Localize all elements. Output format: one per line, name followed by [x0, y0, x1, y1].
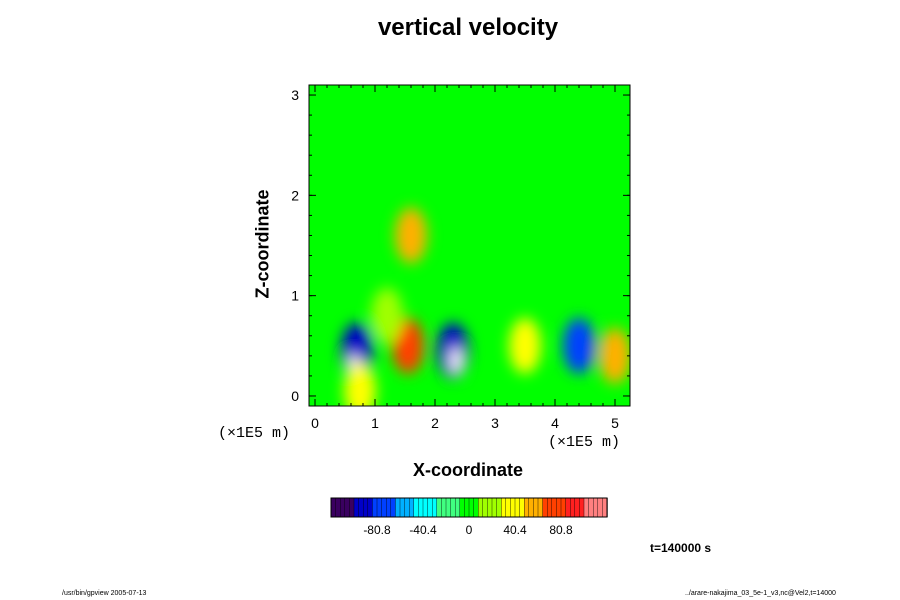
heatmap-field	[309, 85, 630, 406]
colorbar-frame	[330, 497, 608, 518]
y-axis-units: (×1E5 m)	[218, 425, 291, 442]
colorbar-swatch	[409, 497, 415, 518]
field-feature	[344, 362, 376, 406]
colorbar-tick-label: 80.8	[549, 523, 573, 537]
colorbar-swatch	[353, 497, 360, 518]
field-feature	[509, 317, 541, 374]
colorbar-swatch	[574, 497, 581, 518]
colorbar-swatch	[565, 497, 571, 518]
footer-left-text: /usr/bin/gpview 2005-07-13	[62, 590, 147, 597]
colorbar-swatch	[570, 497, 576, 518]
colorbar-swatch	[510, 497, 516, 518]
field-features	[341, 207, 630, 406]
colorbar-swatch	[445, 497, 452, 518]
colorbar-swatch	[427, 497, 433, 518]
colorbar-swatch	[422, 497, 429, 518]
x-axis-units: (×1E5 m)	[548, 434, 621, 451]
colorbar-swatch	[556, 497, 562, 518]
colorbar-tick-label: 0	[466, 523, 473, 537]
colorbar-swatch	[482, 497, 489, 518]
colorbar-swatch	[579, 497, 585, 518]
colorbar-swatch	[597, 497, 604, 518]
colorbar-swatch	[537, 497, 544, 518]
y-tick-label: 2	[291, 187, 299, 203]
y-tick-label: 0	[291, 388, 299, 404]
field-feature	[395, 207, 427, 264]
x-axis-label: X-coordinate	[412, 460, 524, 480]
axes: 0 1 2 3 4 5 0 1 2 3	[291, 85, 630, 431]
colorbar-swatch	[390, 497, 397, 518]
colorbar-swatch	[533, 497, 539, 518]
colorbar-swatch	[478, 497, 484, 518]
colorbar-swatch	[367, 497, 374, 518]
colorbar-swatch	[450, 497, 456, 518]
colorbar-swatch	[413, 497, 420, 518]
colorbar-swatch	[395, 497, 401, 518]
colorbar-swatch	[514, 497, 521, 518]
x-tick-label: 1	[371, 415, 379, 431]
field-feature	[371, 287, 403, 344]
x-tick-label: 3	[491, 415, 499, 431]
colorbar-swatch	[381, 497, 387, 518]
colorbar-tick-label: -40.4	[409, 523, 437, 537]
colorbar-swatch	[464, 497, 470, 518]
colorbar-swatch	[459, 497, 466, 518]
colorbar-swatch	[519, 497, 525, 518]
colorbar-swatch	[441, 497, 447, 518]
time-label: t=140000 s	[650, 541, 712, 555]
colorbar-swatch	[358, 497, 364, 518]
field-feature	[599, 327, 630, 384]
colorbar-tick-label: -80.8	[363, 523, 391, 537]
colorbar-swatch	[340, 497, 346, 518]
colorbar: -80.8 -40.4 0 40.4 80.8	[330, 497, 608, 537]
x-tick-label: 5	[611, 415, 619, 431]
colorbar-swatch	[399, 497, 406, 518]
colorbar-swatch	[551, 497, 558, 518]
colorbar-swatch	[363, 497, 369, 518]
colorbar-swatch	[583, 497, 590, 518]
y-tick-label: 1	[291, 288, 299, 304]
plot-frame	[308, 84, 631, 407]
footer-right-text: ../arare-nakajima_03_5e-1_v3,nc@Vel2,t=1…	[685, 590, 836, 597]
colorbar-swatch	[593, 497, 599, 518]
y-tick-label: 3	[291, 87, 299, 103]
colorbar-swatch	[528, 497, 535, 518]
colorbar-swatch	[386, 497, 392, 518]
x-tick-label: 0	[311, 415, 319, 431]
colorbar-swatch	[560, 497, 567, 518]
x-tick-label: 4	[551, 415, 559, 431]
colorbar-swatch	[491, 497, 498, 518]
x-tick-label: 2	[431, 415, 439, 431]
colorbar-swatch	[372, 497, 378, 518]
colorbar-swatch	[404, 497, 410, 518]
field-feature	[450, 346, 462, 375]
colorbar-swatch	[432, 497, 438, 518]
colorbar-swatch	[468, 497, 475, 518]
colorbar-swatch	[344, 497, 351, 518]
field-feature	[563, 317, 595, 374]
colorbar-tick-label: 40.4	[503, 523, 527, 537]
colorbar-swatch	[542, 497, 548, 518]
colorbar-swatch	[330, 497, 337, 518]
colorbar-swatch	[496, 497, 502, 518]
colorbar-swatch	[455, 497, 461, 518]
colorbar-swatch	[524, 497, 530, 518]
colorbar-swatch	[349, 497, 355, 518]
colorbar-swatch	[376, 497, 383, 518]
colorbar-swatch	[487, 497, 493, 518]
colorbar-swatch	[501, 497, 507, 518]
colorbar-swatch	[505, 497, 512, 518]
colorbar-swatch	[588, 497, 594, 518]
chart-title: vertical velocity	[377, 14, 559, 41]
colorbar-swatch	[335, 497, 341, 518]
colorbar-swatch	[473, 497, 479, 518]
colorbar-swatch	[436, 497, 443, 518]
colorbar-swatch	[547, 497, 553, 518]
colorbar-swatch	[418, 497, 424, 518]
